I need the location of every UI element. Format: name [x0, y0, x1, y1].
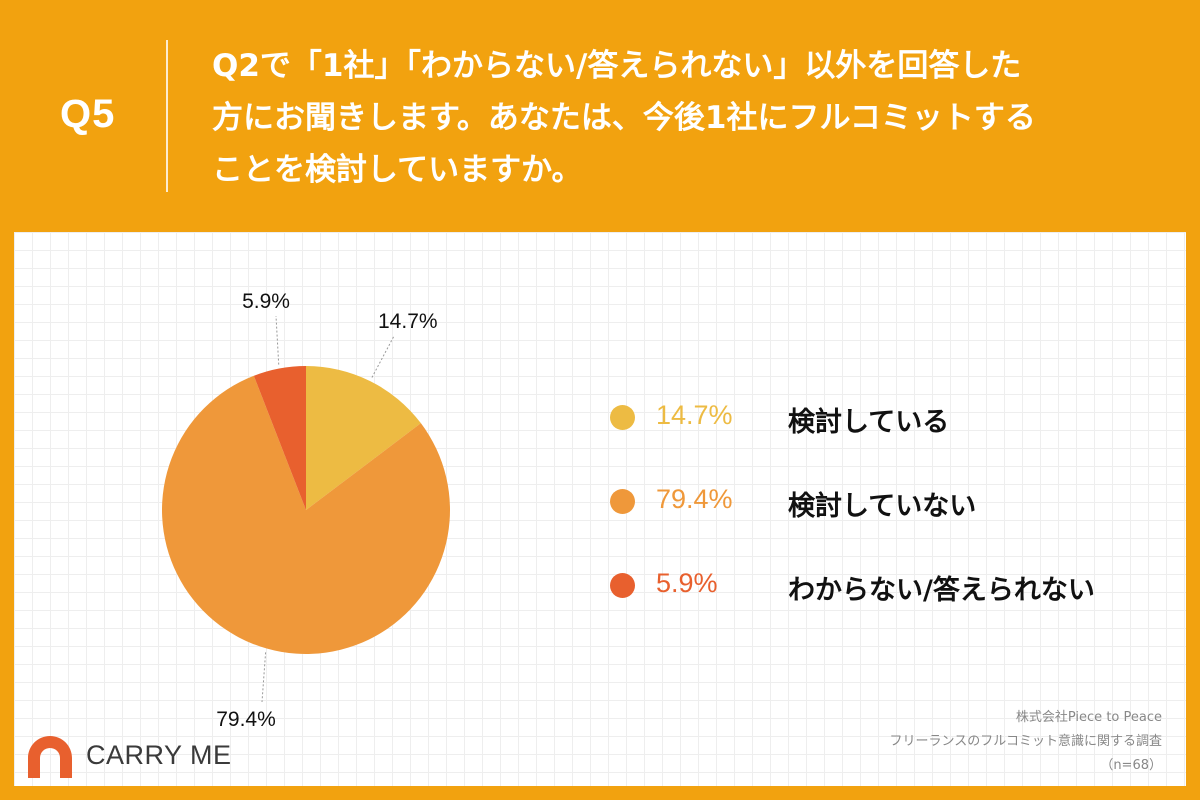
legend-item-not-considering: 79.4% 検討していない	[610, 482, 1170, 522]
pie-slice-2	[253, 366, 306, 510]
question-line-2: 方にお聞きします。あなたは、今後1社にフルコミットする	[212, 100, 1036, 136]
source-note: 株式会社Piece to Peace フリーランスのフルコミット意識に関する調査…	[890, 706, 1162, 778]
data-label-1: 79.4%	[216, 708, 276, 731]
leader-line-0	[371, 335, 395, 378]
question-header: Q5 Q2で「1社」「わからない/答えられない」以外を回答した 方にお聞きします…	[0, 0, 1200, 232]
question-line-1: Q2で「1社」「わからない/答えられない」以外を回答した	[212, 48, 1022, 84]
leader-line-2	[275, 315, 280, 365]
legend-dot-not-considering	[610, 489, 635, 514]
pie-chart: 14.7% 79.4% 5.9%	[162, 290, 450, 731]
brand-name: CARRY ME	[86, 740, 232, 770]
question-number: Q5	[60, 92, 116, 136]
pie-slice-0	[306, 366, 421, 510]
brand-mark-icon	[28, 736, 72, 778]
data-label-2: 5.9%	[242, 290, 290, 313]
legend-percent-unknown: 5.9%	[656, 568, 718, 598]
legend-dot-considering	[610, 405, 635, 430]
legend-label-considering: 検討している	[788, 407, 950, 438]
legend-percent-considering: 14.7%	[656, 400, 733, 430]
legend-label-not-considering: 検討していない	[788, 491, 977, 522]
leader-line-1	[261, 652, 267, 703]
data-label-0: 14.7%	[378, 310, 438, 333]
legend-percent-not-considering: 79.4%	[656, 484, 733, 514]
legend-label-unknown: わからない/答えられない	[788, 575, 1095, 606]
legend-item-unknown: 5.9% わからない/答えられない	[610, 566, 1170, 606]
source-sample: （n=68）	[1100, 758, 1162, 773]
question-text: Q2で「1社」「わからない/答えられない」以外を回答した 方にお聞きします。あな…	[212, 40, 1172, 196]
question-line-3: ことを検討していますか。	[212, 152, 583, 188]
chart-panel: 14.7% 79.4% 5.9% 14.7% 検討している 79.4% 検討していな…	[14, 232, 1186, 786]
pie-slice-1	[162, 375, 450, 654]
source-survey: フリーランスのフルコミット意識に関する調査	[889, 734, 1162, 749]
legend-dot-unknown	[610, 573, 635, 598]
legend-item-considering: 14.7% 検討している	[610, 398, 1170, 438]
header-divider	[166, 40, 168, 192]
source-company: 株式会社Piece to Peace	[1015, 710, 1162, 725]
